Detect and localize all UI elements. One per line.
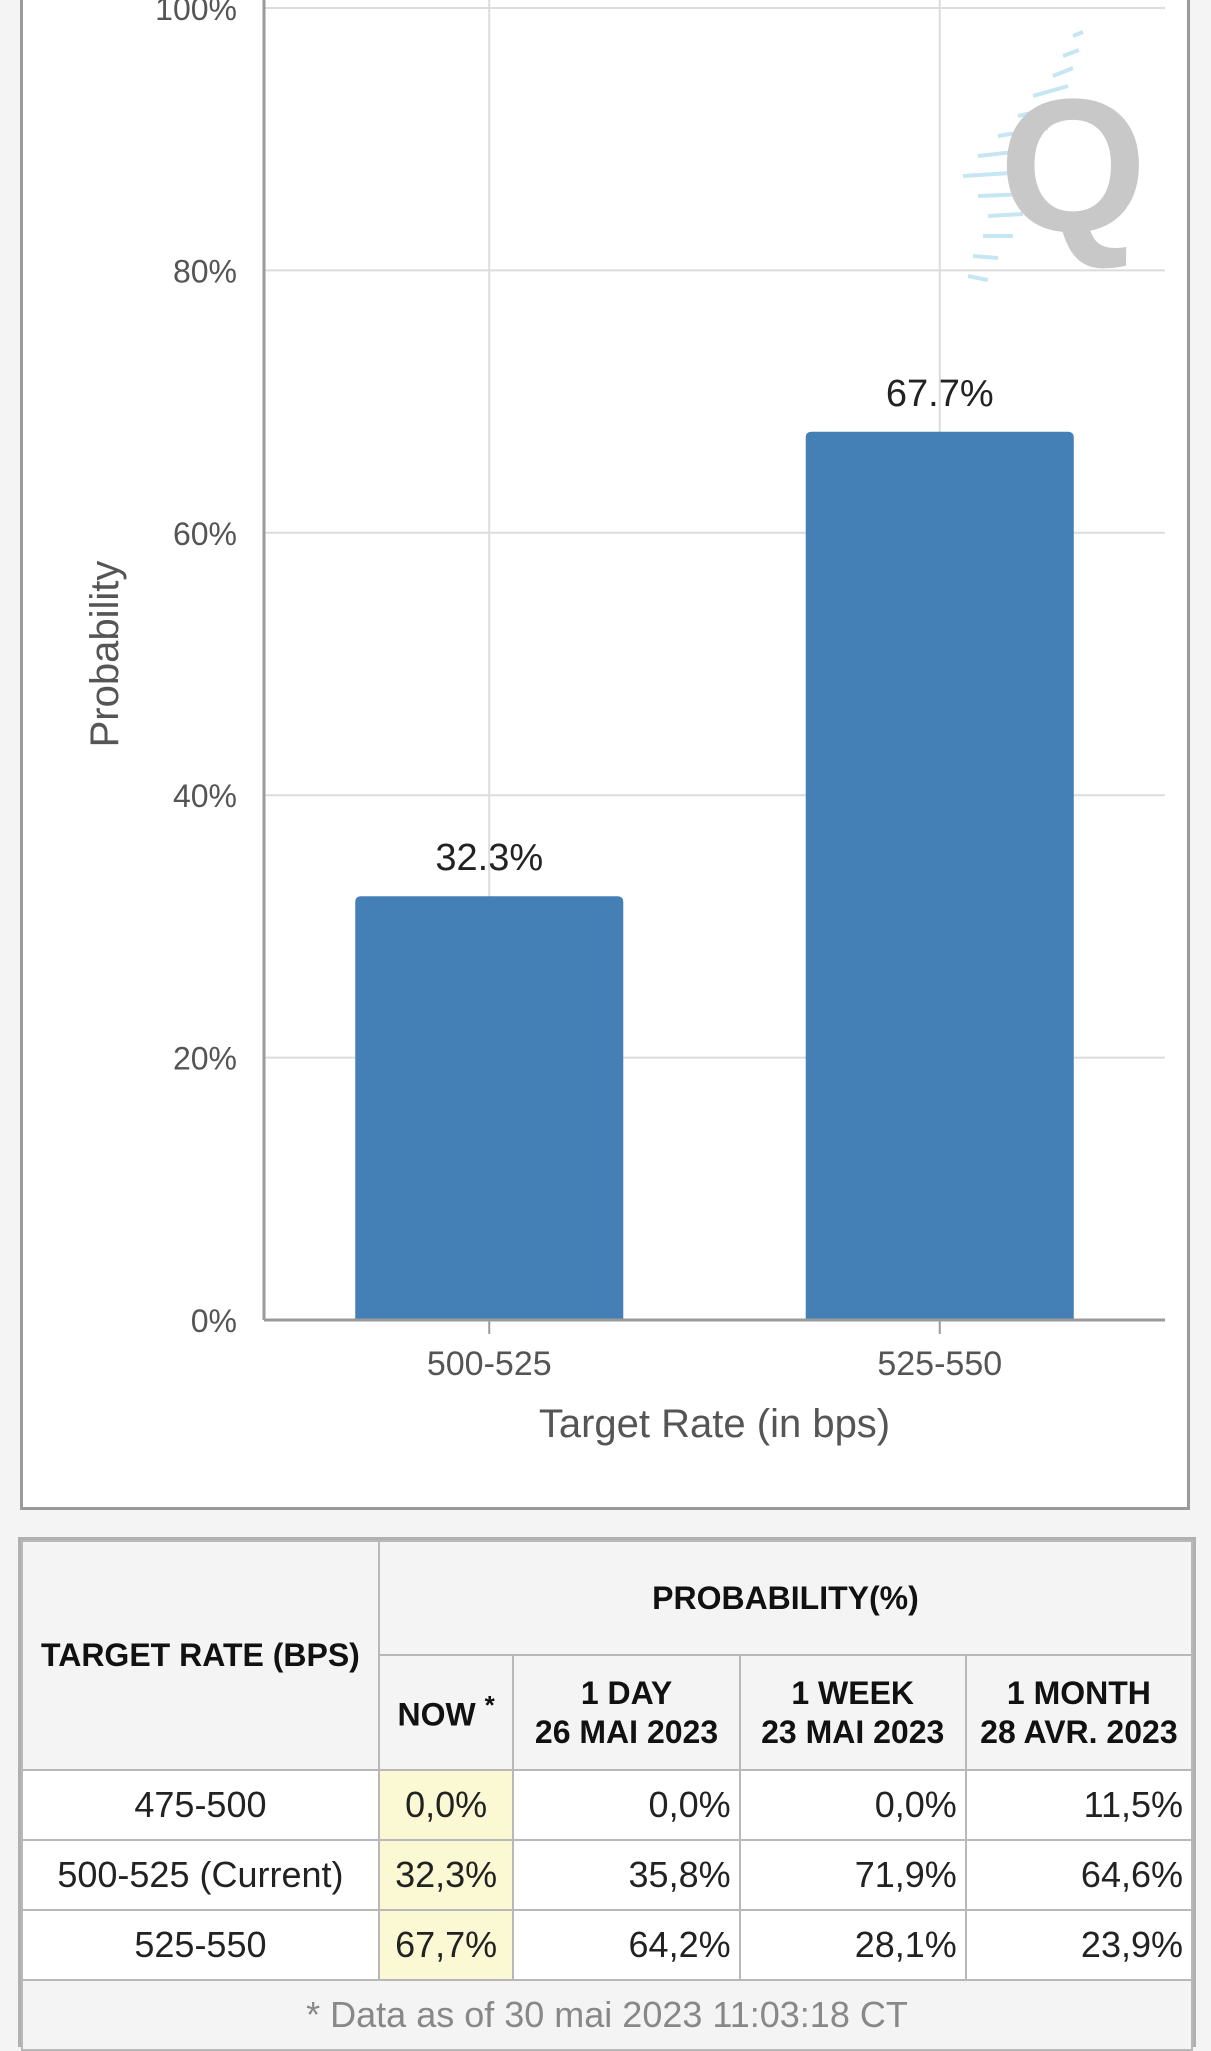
bar-data-label: 32.3% <box>435 837 543 879</box>
now-header: NOW * <box>377 1654 515 1771</box>
now-cell: 67,7% <box>377 1909 515 1981</box>
probability-header: PROBABILITY(%) <box>377 1540 1194 1656</box>
y-tick-label: 40% <box>173 778 237 814</box>
x-tick-label: 500-525 <box>427 1345 552 1383</box>
bar-data-label: 67.7% <box>886 373 994 415</box>
data-timestamp-footer: * Data as of 30 mai 2023 11:03:18 CT <box>21 1979 1193 2051</box>
table-row: 500-525 (Current) 32,3% 35,8% 71,9% 64,6… <box>21 1839 1194 1911</box>
now-header-asterisk: * <box>484 1690 495 1721</box>
y-tick-label: 60% <box>173 516 237 552</box>
rate-cell: 500-525 (Current) <box>21 1839 380 1911</box>
labels-layer: 0% 20% 40% 60% 80% 100% 32.3% 67.7% 500-525 525-5… <box>83 0 1002 1446</box>
y-tick-label: 80% <box>173 253 237 289</box>
day-cell: 35,8% <box>512 1839 741 1911</box>
one-week-header: 1 WEEK 23 MAI 2023 <box>738 1654 967 1771</box>
day-cell: 64,2% <box>512 1909 741 1981</box>
week-cell: 0,0% <box>738 1769 967 1841</box>
axes-layer <box>262 0 1165 1334</box>
x-tick-label: 525-550 <box>877 1345 1002 1383</box>
table-row: 525-550 67,7% 64,2% 28,1% 23,9% <box>21 1909 1194 1981</box>
probability-table: TARGET RATE (BPS) PROBABILITY(%) NOW * 1… <box>21 1540 1194 2051</box>
now-cell: 0,0% <box>377 1769 515 1841</box>
month-cell: 11,5% <box>964 1769 1194 1841</box>
bars-layer <box>355 431 1074 1320</box>
now-cell: 32,3% <box>377 1839 515 1911</box>
one-day-label: 1 DAY <box>580 1675 673 1712</box>
y-axis-title: Probability <box>83 561 127 748</box>
one-month-label: 1 MONTH <box>1006 1675 1151 1712</box>
rate-cell: 525-550 <box>21 1909 380 1981</box>
table-row: 475-500 0,0% 0,0% 0,0% 11,5% <box>21 1769 1194 1841</box>
month-cell: 64,6% <box>964 1839 1194 1911</box>
x-axis-title: Target Rate (in bps) <box>539 1402 890 1446</box>
day-cell: 0,0% <box>512 1769 741 1841</box>
one-week-label: 1 WEEK <box>791 1675 915 1712</box>
bar <box>805 431 1074 1320</box>
watermark-letter: Q <box>999 60 1147 272</box>
y-tick-label: 0% <box>191 1303 237 1339</box>
watermark-logo: Q <box>962 30 1147 282</box>
one-week-date: 23 MAI 2023 <box>761 1713 945 1750</box>
one-month-header: 1 MONTH 28 AVR. 2023 <box>964 1654 1194 1771</box>
y-tick-label: 20% <box>173 1041 237 1077</box>
one-month-date: 28 AVR. 2023 <box>980 1713 1178 1750</box>
y-tick-label: 100% <box>155 0 237 27</box>
bar-chart: Q 0% 20% 40% 60% 80% 100% 32.3% 67.7% 500-525 525… <box>83 0 1165 1446</box>
month-cell: 23,9% <box>964 1909 1194 1981</box>
probability-table-panel: TARGET RATE (BPS) PROBABILITY(%) NOW * 1… <box>18 1537 1196 2051</box>
one-day-header: 1 DAY 26 MAI 2023 <box>512 1654 741 1771</box>
chart-panel: Q 0% 20% 40% 60% 80% 100% 32.3% 67.7% 500-525 525… <box>20 0 1190 1510</box>
watermark-speed-lines <box>962 30 1084 282</box>
week-cell: 71,9% <box>738 1839 967 1911</box>
rate-cell: 475-500 <box>21 1769 380 1841</box>
now-header-label: NOW <box>397 1697 476 1734</box>
target-rate-header: TARGET RATE (BPS) <box>21 1540 380 1771</box>
week-cell: 28,1% <box>738 1909 967 1981</box>
one-day-date: 26 MAI 2023 <box>534 1713 719 1750</box>
bar <box>355 896 624 1320</box>
